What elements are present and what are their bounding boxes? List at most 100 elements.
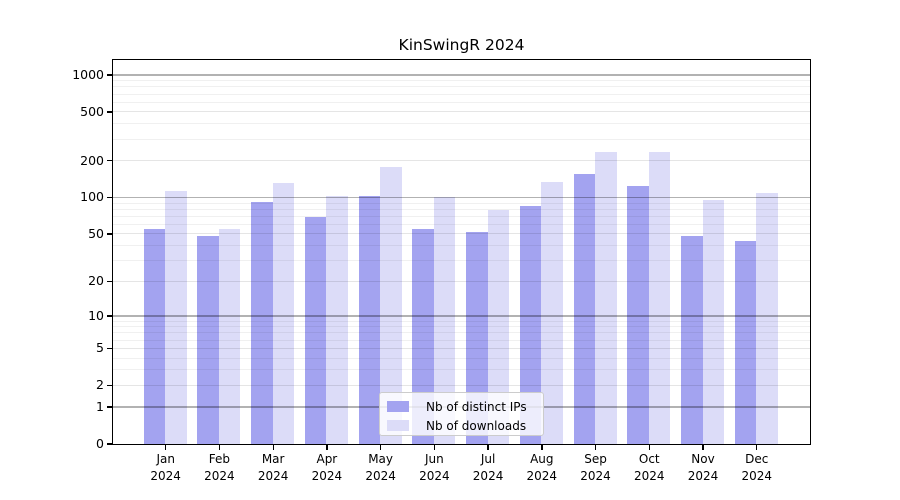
y-tick-mark-1000: [107, 74, 113, 76]
x-tick-mark-jun: [433, 445, 436, 450]
bar-may-nb-of-downloads: [380, 167, 402, 444]
gridline-10: [112, 315, 810, 317]
x-tick-label-dec: Dec 2024: [729, 451, 785, 484]
x-tick-label-aug: Aug 2024: [514, 451, 570, 484]
x-tick-month-aug: Aug: [530, 452, 554, 466]
x-tick-month-nov: Nov: [691, 452, 715, 466]
x-tick-mark-apr: [326, 445, 328, 450]
x-tick-mark-jul: [487, 445, 489, 450]
x-tick-month-jul: Jul: [480, 452, 496, 466]
x-tick-label-feb: Feb 2024: [191, 451, 247, 484]
x-tick-year-may: 2024: [365, 468, 396, 483]
x-tick-label-jun: Jun 2024: [406, 451, 462, 484]
y-tick-mark-10: [107, 315, 113, 317]
bar-jan-nb-of-downloads: [165, 191, 187, 444]
gridline-minor-4: [112, 357, 810, 359]
x-tick-mark-dec: [756, 445, 758, 450]
bar-nov-nb-of-distinct-ips: [681, 235, 703, 444]
y-tick-mark-20: [107, 280, 113, 283]
chart-title: KinSwingR 2024: [398, 36, 525, 54]
x-tick-year-apr: 2024: [311, 468, 343, 483]
y-tick-label-2: 2: [96, 377, 104, 393]
y-tick-label-5: 5: [96, 340, 104, 356]
bar-jul-nb-of-distinct-ips: [466, 232, 488, 444]
bar-jul-nb-of-downloads: [487, 210, 510, 444]
gridline-minor-800: [112, 86, 810, 88]
plot-area: [111, 58, 811, 445]
y-tick-label-20: 20: [88, 273, 104, 289]
gridline-minor-60: [112, 223, 810, 225]
gridline-100: [112, 196, 810, 199]
x-tick-month-apr: Apr: [316, 452, 338, 466]
bar-jan-nb-of-distinct-ips: [143, 228, 166, 444]
bar-oct-nb-of-downloads: [648, 152, 671, 444]
bar-dec-nb-of-downloads: [756, 192, 778, 444]
x-tick-year-nov: 2024: [687, 468, 719, 483]
gridline-minor-90: [112, 202, 810, 204]
y-tick-label-200: 200: [80, 152, 104, 168]
x-tick-month-oct: Oct: [638, 452, 660, 466]
legend-label-nb-of-downloads: Nb of downloads: [426, 418, 527, 433]
x-tick-mark-aug: [541, 445, 543, 450]
x-tick-month-may: May: [368, 452, 394, 466]
gridline-minor-7: [112, 332, 810, 334]
y-tick-mark-500: [107, 111, 113, 113]
gridline-5: [112, 347, 810, 349]
bar-may-nb-of-distinct-ips: [358, 196, 381, 444]
legend-swatch-nb-of-distinct-ips: [387, 401, 409, 412]
x-tick-year-sep: 2024: [580, 468, 611, 483]
y-tick-mark-5: [107, 347, 113, 349]
x-tick-label-nov: Nov 2024: [675, 451, 731, 484]
gridline-minor-30: [112, 260, 810, 262]
x-tick-label-jan: Jan 2024: [138, 451, 194, 484]
y-tick-label-100: 100: [80, 189, 104, 205]
gridline-minor-3: [112, 369, 810, 371]
x-tick-mark-jan: [165, 445, 167, 450]
bar-apr-nb-of-downloads: [326, 195, 348, 444]
gridline-minor-40: [112, 245, 810, 247]
gridline-minor-80: [112, 208, 810, 210]
bar-dec-nb-of-distinct-ips: [734, 241, 757, 444]
gridline-minor-8: [112, 326, 810, 328]
gridline-minor-6: [112, 339, 810, 341]
bar-feb-nb-of-distinct-ips: [197, 235, 219, 444]
x-tick-year-dec: 2024: [741, 468, 772, 483]
gridline-minor-400: [112, 123, 810, 125]
gridline-minor-700: [112, 93, 810, 95]
x-tick-year-mar: 2024: [257, 468, 289, 483]
y-tick-label-0: 0: [96, 436, 104, 451]
legend-row-nb-of-downloads: Nb of downloads: [387, 417, 543, 434]
x-tick-label-jul: Jul 2024: [460, 451, 516, 484]
bar-feb-nb-of-downloads: [218, 229, 241, 444]
x-tick-year-jul: 2024: [472, 468, 504, 483]
x-tick-mark-mar: [272, 445, 274, 450]
y-tick-mark-200: [107, 160, 113, 162]
bar-jun-nb-of-downloads: [433, 197, 456, 444]
gridline-minor-600: [112, 101, 810, 103]
legend-swatch-nb-of-downloads: [387, 420, 409, 431]
y-tick-mark-1: [107, 406, 113, 408]
gridline-minor-70: [112, 215, 810, 217]
x-tick-year-feb: 2024: [204, 468, 235, 483]
bar-sep-nb-of-distinct-ips: [573, 174, 596, 444]
x-tick-label-sep: Sep 2024: [568, 451, 624, 484]
y-tick-label-50: 50: [88, 225, 104, 241]
x-tick-year-jan: 2024: [150, 468, 181, 483]
x-tick-month-sep: Sep: [584, 452, 607, 466]
x-tick-year-oct: 2024: [633, 468, 665, 483]
y-tick-mark-50: [107, 233, 113, 235]
x-tick-label-may: May 2024: [353, 451, 409, 484]
bar-apr-nb-of-distinct-ips: [304, 216, 327, 444]
gridline-500: [112, 111, 810, 113]
legend-label-nb-of-distinct-ips: Nb of distinct IPs: [426, 399, 527, 414]
y-tick-label-10: 10: [88, 307, 104, 323]
x-tick-month-mar: Mar: [261, 452, 285, 466]
x-tick-mark-sep: [594, 445, 597, 450]
y-tick-label-1000: 1000: [72, 66, 104, 82]
x-tick-year-jun: 2024: [419, 468, 450, 483]
x-tick-mark-may: [380, 445, 382, 450]
y-tick-mark-0: [107, 443, 113, 445]
gridline-minor-900: [112, 80, 810, 82]
x-tick-month-dec: Dec: [745, 452, 769, 466]
